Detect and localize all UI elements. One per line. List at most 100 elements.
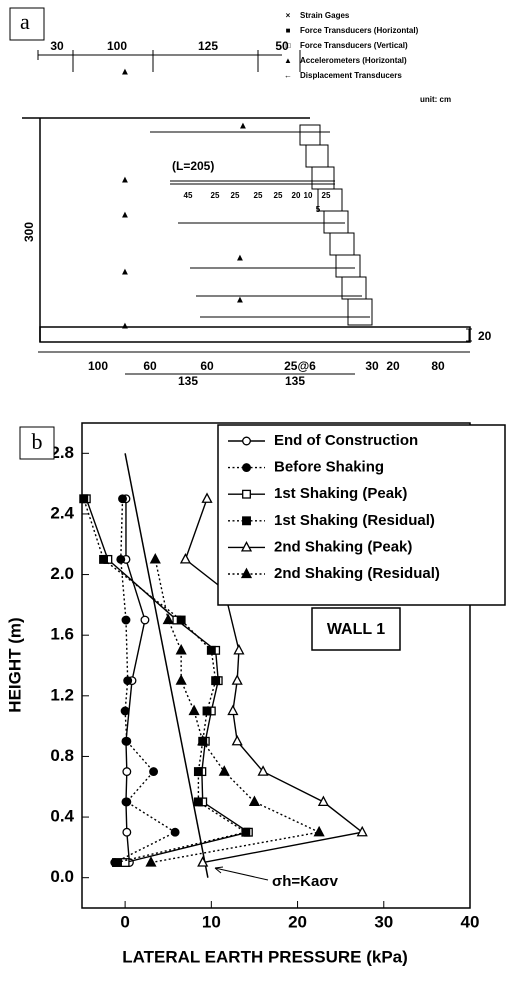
marker	[123, 676, 133, 686]
plot-frame	[81, 422, 471, 909]
marker	[202, 706, 212, 716]
marker	[122, 797, 132, 807]
legend-symbol: ×	[286, 11, 291, 20]
marker	[188, 704, 200, 716]
spacing-label: 25	[231, 191, 240, 200]
legend-text: Accelerometers (Horizontal)	[300, 56, 407, 65]
y-tick-label: 1.2	[50, 685, 74, 704]
dim-label: 60	[143, 359, 157, 373]
panel-label-box	[19, 426, 55, 460]
marker	[242, 463, 251, 473]
marker	[201, 492, 213, 503]
base-bracket	[466, 328, 472, 342]
accelerometer: ▲	[120, 267, 130, 278]
marker	[313, 825, 325, 837]
legend-text: 2nd Shaking (Residual)	[274, 565, 440, 582]
accelerometer: ▲	[235, 295, 245, 306]
accelerometer: ▲	[120, 67, 130, 78]
marker	[240, 567, 253, 579]
series-line	[150, 559, 322, 864]
accelerometer: ▲	[120, 210, 130, 221]
legend-text: End of Construction	[274, 432, 418, 449]
height-label: 300	[22, 222, 36, 242]
annotation-arrow	[214, 866, 269, 881]
y-axis-label: HEIGHT (m)	[5, 617, 24, 712]
y-tick-label: 1.6	[50, 625, 74, 644]
legend-text: Displacement Transducers	[300, 71, 402, 80]
reference-line	[124, 453, 209, 878]
dim-label: 135	[178, 374, 198, 388]
annotation: σh=Kaσv	[272, 873, 339, 890]
length-label: (L=205)	[172, 159, 214, 173]
series-line	[114, 498, 177, 864]
x-tick-label: 30	[374, 912, 393, 931]
marker	[120, 858, 130, 867]
marker	[242, 489, 251, 499]
marker	[120, 706, 130, 716]
dim-label: 100	[107, 39, 127, 53]
marker	[99, 554, 109, 564]
spacing-label: 5	[316, 205, 321, 214]
y-tick-label: 0.0	[50, 867, 74, 886]
dim-label: 135	[285, 374, 305, 388]
dim-label: 30	[50, 39, 64, 53]
spacing-label: 20	[292, 191, 301, 200]
marker	[122, 767, 132, 777]
marker	[193, 767, 203, 777]
marker	[257, 765, 269, 776]
accelerometer: ▲	[120, 175, 130, 186]
spacing-label: 25	[322, 191, 331, 200]
marker	[248, 795, 261, 807]
marker	[175, 674, 187, 685]
panel-label-box	[9, 7, 45, 41]
legend-text: 1st Shaking (Residual)	[274, 512, 435, 529]
box-label: WALL 1	[327, 621, 385, 638]
dim-label: 25@6	[284, 359, 316, 373]
marker	[179, 553, 192, 564]
marker	[240, 541, 253, 552]
marker	[121, 615, 131, 625]
marker	[231, 674, 243, 685]
y-tick-label: 0.8	[50, 746, 74, 765]
y-tick-label: 2.8	[50, 443, 74, 462]
marker	[170, 827, 180, 837]
facing-blocks	[299, 124, 373, 326]
y-tick-label: 0.4	[50, 807, 74, 826]
panel-a: ▲ ▲ ▲ ▲ ▲ ▲ ▲ ▲ Strain Gages Force Trans…	[9, 7, 492, 388]
marker	[79, 494, 89, 504]
legend-symbol: ▲	[284, 56, 292, 65]
x-tick-label: 10	[202, 912, 221, 931]
plot: 0 10 20 30 40 0.0 0.4 0.8 1.2 1.6 2.0 2.4 2.8	[50, 422, 479, 931]
dim-label: 100	[88, 359, 108, 373]
x-tick-label: 20	[288, 912, 307, 931]
dim-label: 30	[365, 359, 379, 373]
marker	[175, 643, 187, 655]
marker	[112, 858, 121, 867]
marker	[149, 767, 159, 777]
spacing-label: 25	[274, 191, 283, 200]
legend-text: 1st Shaking (Peak)	[274, 485, 407, 502]
spacing-label: 10	[304, 191, 313, 200]
legend-text: 2nd Shaking (Peak)	[274, 538, 412, 555]
dim-label: 125	[198, 39, 218, 53]
dim-label: 80	[431, 359, 445, 373]
base-label: 20	[478, 329, 492, 343]
marker	[242, 436, 251, 446]
spacing-label: 25	[211, 191, 220, 200]
y-tick-label: 2.4	[50, 503, 74, 522]
marker	[242, 516, 251, 526]
marker	[118, 494, 127, 504]
marker	[211, 676, 221, 686]
marker	[317, 795, 330, 807]
marker	[145, 856, 157, 867]
marker	[140, 615, 150, 625]
legend-text: Strain Gages	[300, 11, 350, 20]
marker	[218, 765, 230, 776]
accelerometer: ▲	[238, 121, 248, 132]
marker	[116, 554, 126, 564]
dim-label: 50	[275, 39, 289, 53]
marker	[162, 613, 174, 625]
dim-label: 20	[386, 359, 400, 373]
marker	[241, 827, 251, 837]
